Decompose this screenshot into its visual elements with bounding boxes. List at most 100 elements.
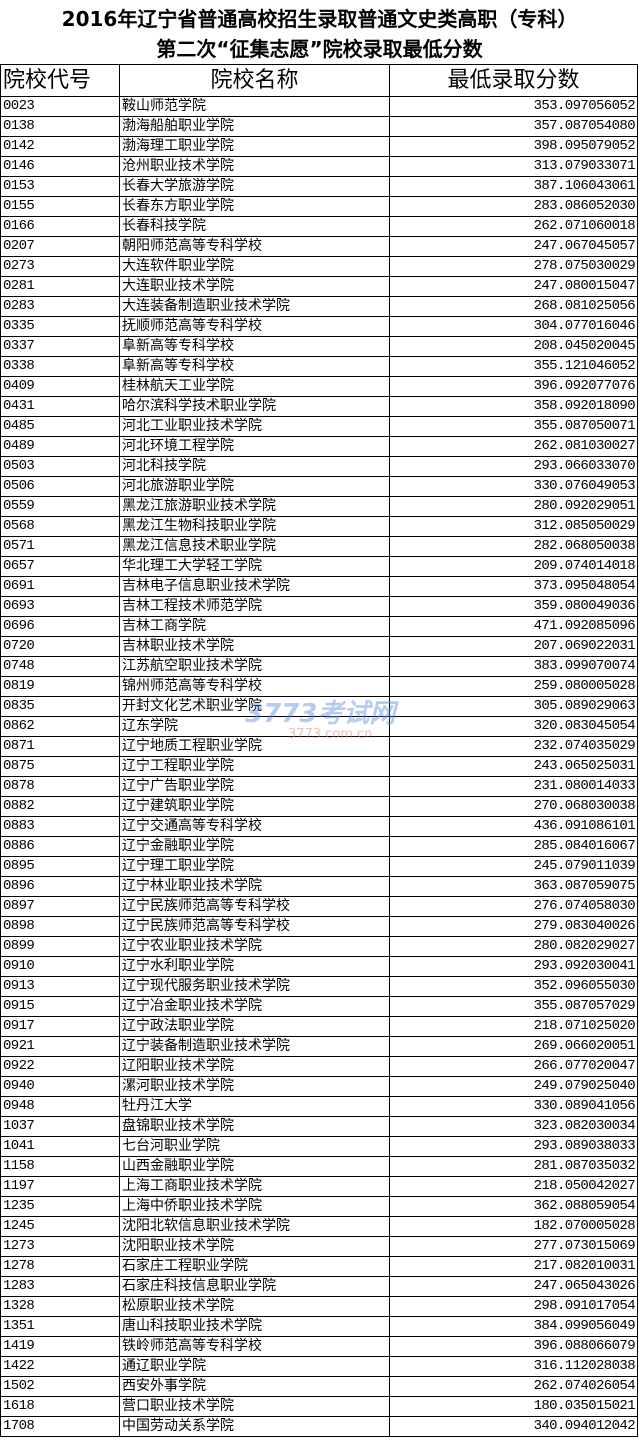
table-row: 0819 锦州师范高等专科学校 259.080005028 <box>0 676 638 697</box>
min-score-cell: 355.121046052 <box>389 356 638 377</box>
school-name-cell: 辽东学院 <box>119 716 390 737</box>
min-score-cell: 262.074026054 <box>389 1376 638 1397</box>
school-name-cell: 辽宁现代服务职业技术学院 <box>119 976 390 997</box>
table-row: 0940 漯河职业技术学院 249.079025040 <box>0 1076 638 1097</box>
table-row: 0409 桂林航天工业学院 396.092077076 <box>0 376 638 397</box>
school-code-cell: 0871 <box>0 736 120 757</box>
school-code-cell: 1351 <box>0 1316 120 1337</box>
school-name-cell: 中国劳动关系学院 <box>119 1416 390 1437</box>
school-code-cell: 0917 <box>0 1016 120 1037</box>
school-name-cell: 哈尔滨科学技术职业学院 <box>119 396 390 417</box>
min-score-cell: 384.099056049 <box>389 1316 638 1337</box>
table-row: 1278 石家庄工程职业学院 217.082010031 <box>0 1256 638 1277</box>
school-code-cell: 0485 <box>0 416 120 437</box>
table-row: 0166 长春科技学院 262.071060018 <box>0 216 638 237</box>
min-score-cell: 373.095048054 <box>389 576 638 597</box>
table-row: 0337 阜新高等专科学校 208.045020045 <box>0 336 638 357</box>
min-score-cell: 340.094012042 <box>389 1416 638 1437</box>
table-row: 0875 辽宁工程职业学院 243.065025031 <box>0 756 638 777</box>
min-score-cell: 312.085050029 <box>389 516 638 537</box>
school-code-cell: 0155 <box>0 196 120 217</box>
table-row: 0155 长春东方职业学院 283.086052030 <box>0 196 638 217</box>
min-score-cell: 396.088066079 <box>389 1336 638 1357</box>
min-score-cell: 305.089029063 <box>389 696 638 717</box>
school-code-cell: 0166 <box>0 216 120 237</box>
min-score-cell: 280.082029027 <box>389 936 638 957</box>
table-row: 1197 上海工商职业技术学院 218.050042027 <box>0 1176 638 1197</box>
school-code-cell: 0915 <box>0 996 120 1017</box>
table-row: 1422 通辽职业学院 316.112028038 <box>0 1356 638 1377</box>
school-name-cell: 辽阳职业技术学院 <box>119 1056 390 1077</box>
school-name-cell: 上海中侨职业技术学院 <box>119 1196 390 1217</box>
table-row: 1328 松原职业技术学院 298.091017054 <box>0 1296 638 1317</box>
table-row: 1283 石家庄科技信息职业学院 247.065043026 <box>0 1276 638 1297</box>
school-name-cell: 长春大学旅游学院 <box>119 176 390 197</box>
min-score-cell: 247.067045057 <box>389 236 638 257</box>
school-code-cell: 0921 <box>0 1036 120 1057</box>
school-name-cell: 唐山科技职业技术学院 <box>119 1316 390 1337</box>
school-name-cell: 锦州师范高等专科学校 <box>119 676 390 697</box>
school-code-cell: 0023 <box>0 96 120 117</box>
school-code-cell: 0720 <box>0 636 120 657</box>
school-code-cell: 0138 <box>0 116 120 137</box>
school-code-cell: 1708 <box>0 1416 120 1437</box>
school-name-cell: 辽宁装备制造职业技术学院 <box>119 1036 390 1057</box>
min-score-cell: 232.074035029 <box>389 736 638 757</box>
min-score-cell: 247.080015047 <box>389 276 638 297</box>
school-name-cell: 河北旅游职业学院 <box>119 476 390 497</box>
min-score-cell: 278.075030029 <box>389 256 638 277</box>
min-score-cell: 243.065025031 <box>389 756 638 777</box>
min-score-cell: 363.087059075 <box>389 876 638 897</box>
min-score-cell: 281.087035032 <box>389 1156 638 1177</box>
school-code-cell: 1422 <box>0 1356 120 1377</box>
min-score-cell: 353.097056052 <box>389 96 638 117</box>
table-row: 1419 铁岭师范高等专科学校 396.088066079 <box>0 1336 638 1357</box>
school-code-cell: 0281 <box>0 276 120 297</box>
min-score-cell: 293.089038033 <box>389 1136 638 1157</box>
min-score-cell: 359.080049036 <box>389 596 638 617</box>
min-score-cell: 269.066020051 <box>389 1036 638 1057</box>
min-score-cell: 266.077020047 <box>389 1056 638 1077</box>
school-code-cell: 1041 <box>0 1136 120 1157</box>
school-code-cell: 0819 <box>0 676 120 697</box>
table-row: 1273 沈阳职业技术学院 277.073015069 <box>0 1236 638 1257</box>
min-score-cell: 218.071025020 <box>389 1016 638 1037</box>
school-code-cell: 0913 <box>0 976 120 997</box>
min-score-cell: 436.091086101 <box>389 816 638 837</box>
school-code-cell: 0503 <box>0 456 120 477</box>
school-code-cell: 0273 <box>0 256 120 277</box>
min-score-cell: 313.079033071 <box>389 156 638 177</box>
min-score-cell: 387.106043061 <box>389 176 638 197</box>
school-code-cell: 0657 <box>0 556 120 577</box>
school-name-cell: 石家庄工程职业学院 <box>119 1256 390 1277</box>
school-name-cell: 辽宁地质工程职业学院 <box>119 736 390 757</box>
school-name-cell: 辽宁民族师范高等专科学校 <box>119 896 390 917</box>
school-name-cell: 辽宁工程职业学院 <box>119 756 390 777</box>
school-name-cell: 辽宁水利职业学院 <box>119 956 390 977</box>
table-row: 0913 辽宁现代服务职业技术学院 352.096055030 <box>0 976 638 997</box>
school-name-cell: 长春科技学院 <box>119 216 390 237</box>
table-row: 0910 辽宁水利职业学院 293.092030041 <box>0 956 638 977</box>
table-header-row: 院校代号 院校名称 最低录取分数 <box>0 64 638 97</box>
min-score-cell: 209.074014018 <box>389 556 638 577</box>
min-score-cell: 320.083045054 <box>389 716 638 737</box>
school-code-cell: 0207 <box>0 236 120 257</box>
school-name-cell: 大连装备制造职业技术学院 <box>119 296 390 317</box>
table-row: 0720 吉林职业技术学院 207.069022031 <box>0 636 638 657</box>
school-name-cell: 沈阳职业技术学院 <box>119 1236 390 1257</box>
school-name-cell: 辽宁广告职业学院 <box>119 776 390 797</box>
min-score-cell: 330.089041056 <box>389 1096 638 1117</box>
min-score-cell: 298.091017054 <box>389 1296 638 1317</box>
table-row: 0691 吉林电子信息职业技术学院 373.095048054 <box>0 576 638 597</box>
school-name-cell: 河北工业职业技术学院 <box>119 416 390 437</box>
min-score-cell: 217.082010031 <box>389 1256 638 1277</box>
school-code-cell: 0882 <box>0 796 120 817</box>
document-title: 2016年辽宁省普通高校招生录取普通文史类高职（专科） <box>61 7 578 31</box>
school-name-cell: 辽宁交通高等专科学校 <box>119 816 390 837</box>
min-score-cell: 352.096055030 <box>389 976 638 997</box>
school-name-cell: 黑龙江生物科技职业学院 <box>119 516 390 537</box>
school-code-cell: 0922 <box>0 1056 120 1077</box>
min-score-cell: 262.081030027 <box>389 436 638 457</box>
min-score-cell: 358.092018090 <box>389 396 638 417</box>
school-name-cell: 漯河职业技术学院 <box>119 1076 390 1097</box>
